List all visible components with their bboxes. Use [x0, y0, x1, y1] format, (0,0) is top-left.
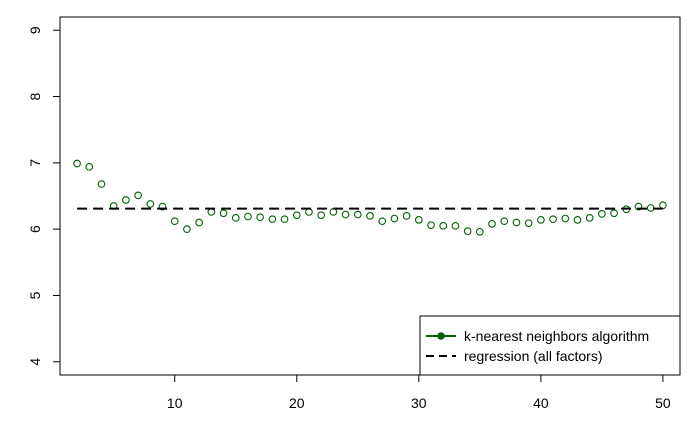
knn-point: [122, 196, 130, 204]
x-tick-label: 50: [655, 395, 671, 411]
knn-point: [573, 216, 582, 224]
knn-point: [329, 208, 338, 216]
knn-point: [207, 208, 216, 216]
knn-point: [219, 209, 228, 218]
knn-point: [73, 159, 81, 168]
knn-point: [390, 214, 399, 223]
knn-point: [280, 215, 289, 224]
knn-point: [244, 212, 252, 221]
knn-point: [451, 221, 460, 230]
knn-point: [305, 208, 313, 216]
legend-knn-label: k-nearest neighbors algorithm: [464, 328, 649, 344]
legend-regression-label: regression (all factors): [464, 348, 603, 364]
knn-point: [378, 217, 387, 226]
knn-point: [85, 162, 94, 171]
knn-point: [183, 225, 191, 233]
knn-point: [317, 211, 326, 220]
knn-point: [549, 215, 557, 224]
y-tick-label: 4: [27, 358, 43, 366]
knn-point: [158, 202, 167, 211]
legend-box: [419, 315, 681, 376]
knn-point: [341, 210, 350, 219]
knn-point: [134, 191, 142, 200]
x-tick-label: 20: [289, 395, 305, 411]
knn-point: [475, 227, 484, 236]
knn-point: [610, 209, 618, 218]
y-tick-label: 6: [27, 225, 43, 233]
knn-point: [500, 217, 509, 226]
knn-point: [634, 202, 643, 211]
knn-point: [427, 221, 435, 230]
y-axis: 4 5 6 7 8 9: [27, 26, 60, 366]
knn-point: [366, 212, 374, 220]
knn-point: [585, 214, 594, 222]
y-tick-label: 8: [27, 92, 43, 100]
knn-point: [170, 217, 179, 226]
series-layer: [73, 159, 667, 236]
knn-point: [561, 214, 570, 223]
plot-frame: [59, 16, 681, 376]
knn-point: [231, 214, 240, 222]
x-tick-label: 10: [167, 395, 183, 411]
x-tick-label: 40: [533, 395, 549, 411]
knn-point: [268, 215, 277, 224]
knn-point: [659, 201, 667, 210]
knn-point: [195, 218, 203, 227]
knn-point: [524, 219, 533, 228]
knn-point: [488, 219, 496, 228]
knn-point: [537, 216, 545, 224]
y-tick-label: 5: [27, 291, 43, 299]
legend-knn-marker: [437, 332, 445, 340]
knn-point: [292, 211, 301, 220]
knn-point: [598, 210, 606, 218]
knn-point: [646, 204, 655, 212]
knn-point: [353, 210, 362, 219]
knn-point: [439, 221, 448, 230]
knn-point: [402, 212, 411, 220]
knn-point: [512, 218, 521, 227]
knn-point: [146, 200, 155, 208]
x-axis: 10 20 30 40 50: [167, 375, 671, 411]
knn-point: [414, 216, 423, 224]
knn-point: [463, 227, 472, 235]
plot-border: [59, 16, 681, 376]
knn-point: [256, 213, 265, 222]
legend: k-nearest neighbors algorithm regression …: [419, 315, 681, 376]
x-tick-label: 30: [411, 395, 427, 411]
y-tick-label: 7: [27, 159, 43, 167]
knn-point: [97, 180, 106, 188]
y-tick-label: 9: [27, 26, 43, 34]
